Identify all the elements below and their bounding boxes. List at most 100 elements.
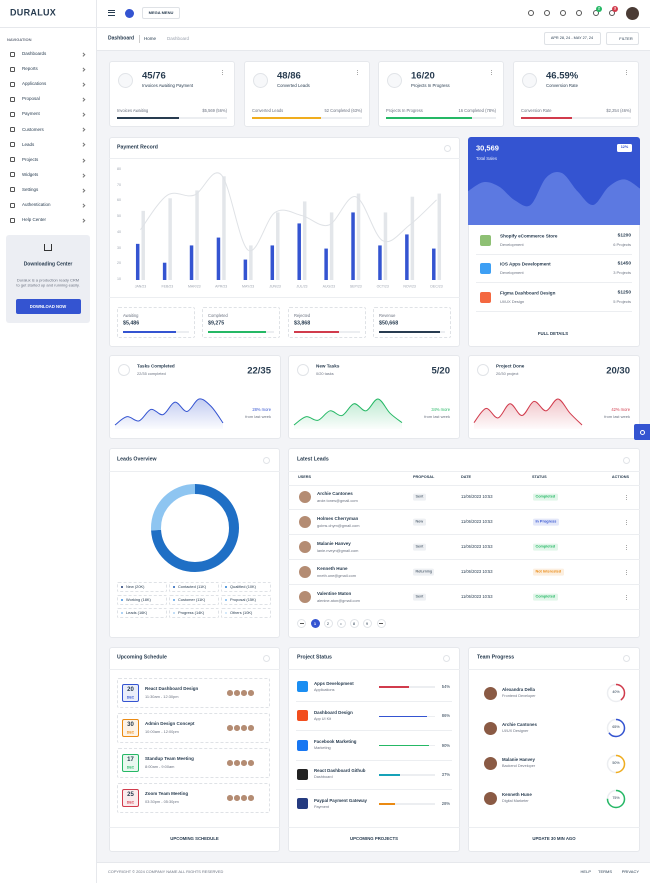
arrow-right	[379, 623, 383, 624]
sales-item-amount: $1450	[617, 261, 631, 267]
nav-item[interactable]: Customers	[22, 126, 44, 132]
event-day: 20	[127, 687, 134, 693]
project-category: Applications	[314, 687, 335, 692]
project-bar	[379, 715, 428, 718]
nav-item[interactable]: Leads	[22, 141, 35, 147]
page-prev[interactable]	[297, 619, 306, 628]
date-range[interactable]: APR 28, 24 - MAY 27, 24	[550, 36, 594, 41]
divider	[288, 559, 640, 560]
page-number[interactable]: 1	[313, 620, 317, 626]
progress-track	[521, 117, 631, 119]
sparkline	[114, 398, 224, 429]
lead-date: 11/06/2023 10:53	[461, 518, 493, 524]
nav-item[interactable]: Authentication	[22, 201, 51, 207]
sales-badge-text: 12%	[620, 145, 629, 150]
menu-dot	[222, 71, 224, 73]
header-icon	[528, 10, 534, 16]
nav-item[interactable]: Projects	[22, 156, 39, 162]
divider	[288, 534, 640, 535]
lead-proposal: Sent	[413, 543, 426, 551]
divider	[288, 509, 640, 510]
event-time: 8:00am - 9:00am	[145, 764, 175, 770]
card-footer[interactable]: UPDATE 30 MIN AGO	[532, 835, 576, 841]
divider	[288, 485, 640, 486]
download-button[interactable]	[16, 299, 81, 314]
nav-icon	[10, 66, 15, 72]
footer-link[interactable]: HELP	[580, 869, 591, 874]
card	[109, 647, 280, 852]
date-button[interactable]	[544, 32, 601, 45]
page-number[interactable]: 9	[365, 620, 369, 626]
event-title: Admin Design Concept	[145, 720, 195, 726]
page-next[interactable]	[376, 619, 386, 628]
menu-dot	[222, 73, 224, 75]
task-value: 22/35	[247, 365, 271, 377]
nav-item[interactable]: Dashboards	[22, 50, 47, 56]
legend-dot	[120, 598, 124, 602]
event-box	[117, 713, 270, 743]
summary-bar	[123, 331, 176, 333]
page-number[interactable]: 2	[326, 620, 330, 626]
sparkline	[293, 398, 403, 429]
ring-progress	[606, 789, 626, 809]
legend-text: Contacted (11K)	[178, 584, 207, 590]
stat-icon	[252, 72, 268, 88]
event-month: DEC	[126, 729, 135, 734]
filter[interactable]: FILTER	[619, 36, 633, 41]
menu-dot	[491, 71, 493, 73]
divider	[109, 471, 280, 472]
page-number[interactable]: •	[340, 620, 342, 626]
nav-item[interactable]: Reports	[22, 65, 38, 71]
lead-status: In Progress	[533, 518, 559, 526]
menu-dot	[491, 73, 493, 75]
sales-item-projects: 6 Projects	[613, 242, 631, 247]
menu-dot	[357, 71, 359, 73]
breadcrumb-home: Home	[144, 35, 157, 41]
member-role: UI/UX Designer	[502, 728, 529, 733]
menu-dot	[626, 69, 628, 71]
nav-item[interactable]: Help Center	[22, 216, 47, 222]
sales-icon	[480, 235, 491, 246]
card-footer[interactable]: UPCOMING SCHEDULE	[170, 835, 219, 841]
lead-proposal: New	[413, 518, 426, 526]
filter-button[interactable]	[606, 32, 639, 45]
stat-value: 48/86	[277, 70, 301, 82]
card-footer[interactable]: UPCOMING PROJECTS	[350, 835, 398, 841]
event-box	[117, 678, 270, 708]
event-title: Zoom Team Meeting	[145, 790, 189, 796]
project-category: App UI Kit	[314, 716, 332, 721]
nav-item[interactable]: Payment	[22, 111, 40, 117]
footer-link[interactable]: PRIVACY	[621, 869, 639, 874]
y-tick-label: 70	[117, 182, 121, 187]
sales-footer[interactable]: FULL DETAILS	[537, 330, 569, 336]
legend-text: Leads (16K)	[126, 610, 148, 616]
badge	[595, 5, 603, 13]
nav-item[interactable]: Settings	[22, 186, 39, 192]
nav-item[interactable]: Widgets	[22, 171, 39, 177]
member-percent: 75%	[612, 796, 620, 801]
summary-value: $9,275	[208, 320, 225, 327]
legend-box	[117, 595, 167, 605]
nav-item[interactable]: Applications	[22, 80, 47, 86]
lead-name: Kenneth Hune	[317, 565, 348, 571]
page-footer	[97, 862, 650, 883]
legend-text: Working (18K)	[126, 597, 151, 603]
download-button-text[interactable]: DOWNLOAD NOW	[29, 303, 67, 309]
member-name: Malanie Hanvey	[502, 756, 535, 762]
legend-box	[221, 582, 271, 592]
card-title: Payment Record	[117, 144, 158, 151]
menu-toggle	[108, 14, 115, 16]
mega-menu[interactable]: MEGA MENU	[148, 10, 174, 15]
task-subtitle: 20/30 project	[496, 371, 519, 377]
card-menu	[443, 144, 451, 152]
lead-email: lanie.nveyn@gmail.com	[317, 547, 359, 553]
menu-dot	[626, 519, 628, 521]
project-icon	[297, 739, 308, 751]
mega-menu-button[interactable]	[142, 7, 180, 19]
nav-item[interactable]: Proposal	[22, 96, 40, 102]
project-icon	[297, 710, 308, 722]
footer-link[interactable]: TERMS	[598, 869, 612, 874]
legend-box	[221, 608, 271, 618]
page-number[interactable]: 8	[352, 620, 356, 626]
y-tick-label: 20	[117, 261, 121, 266]
